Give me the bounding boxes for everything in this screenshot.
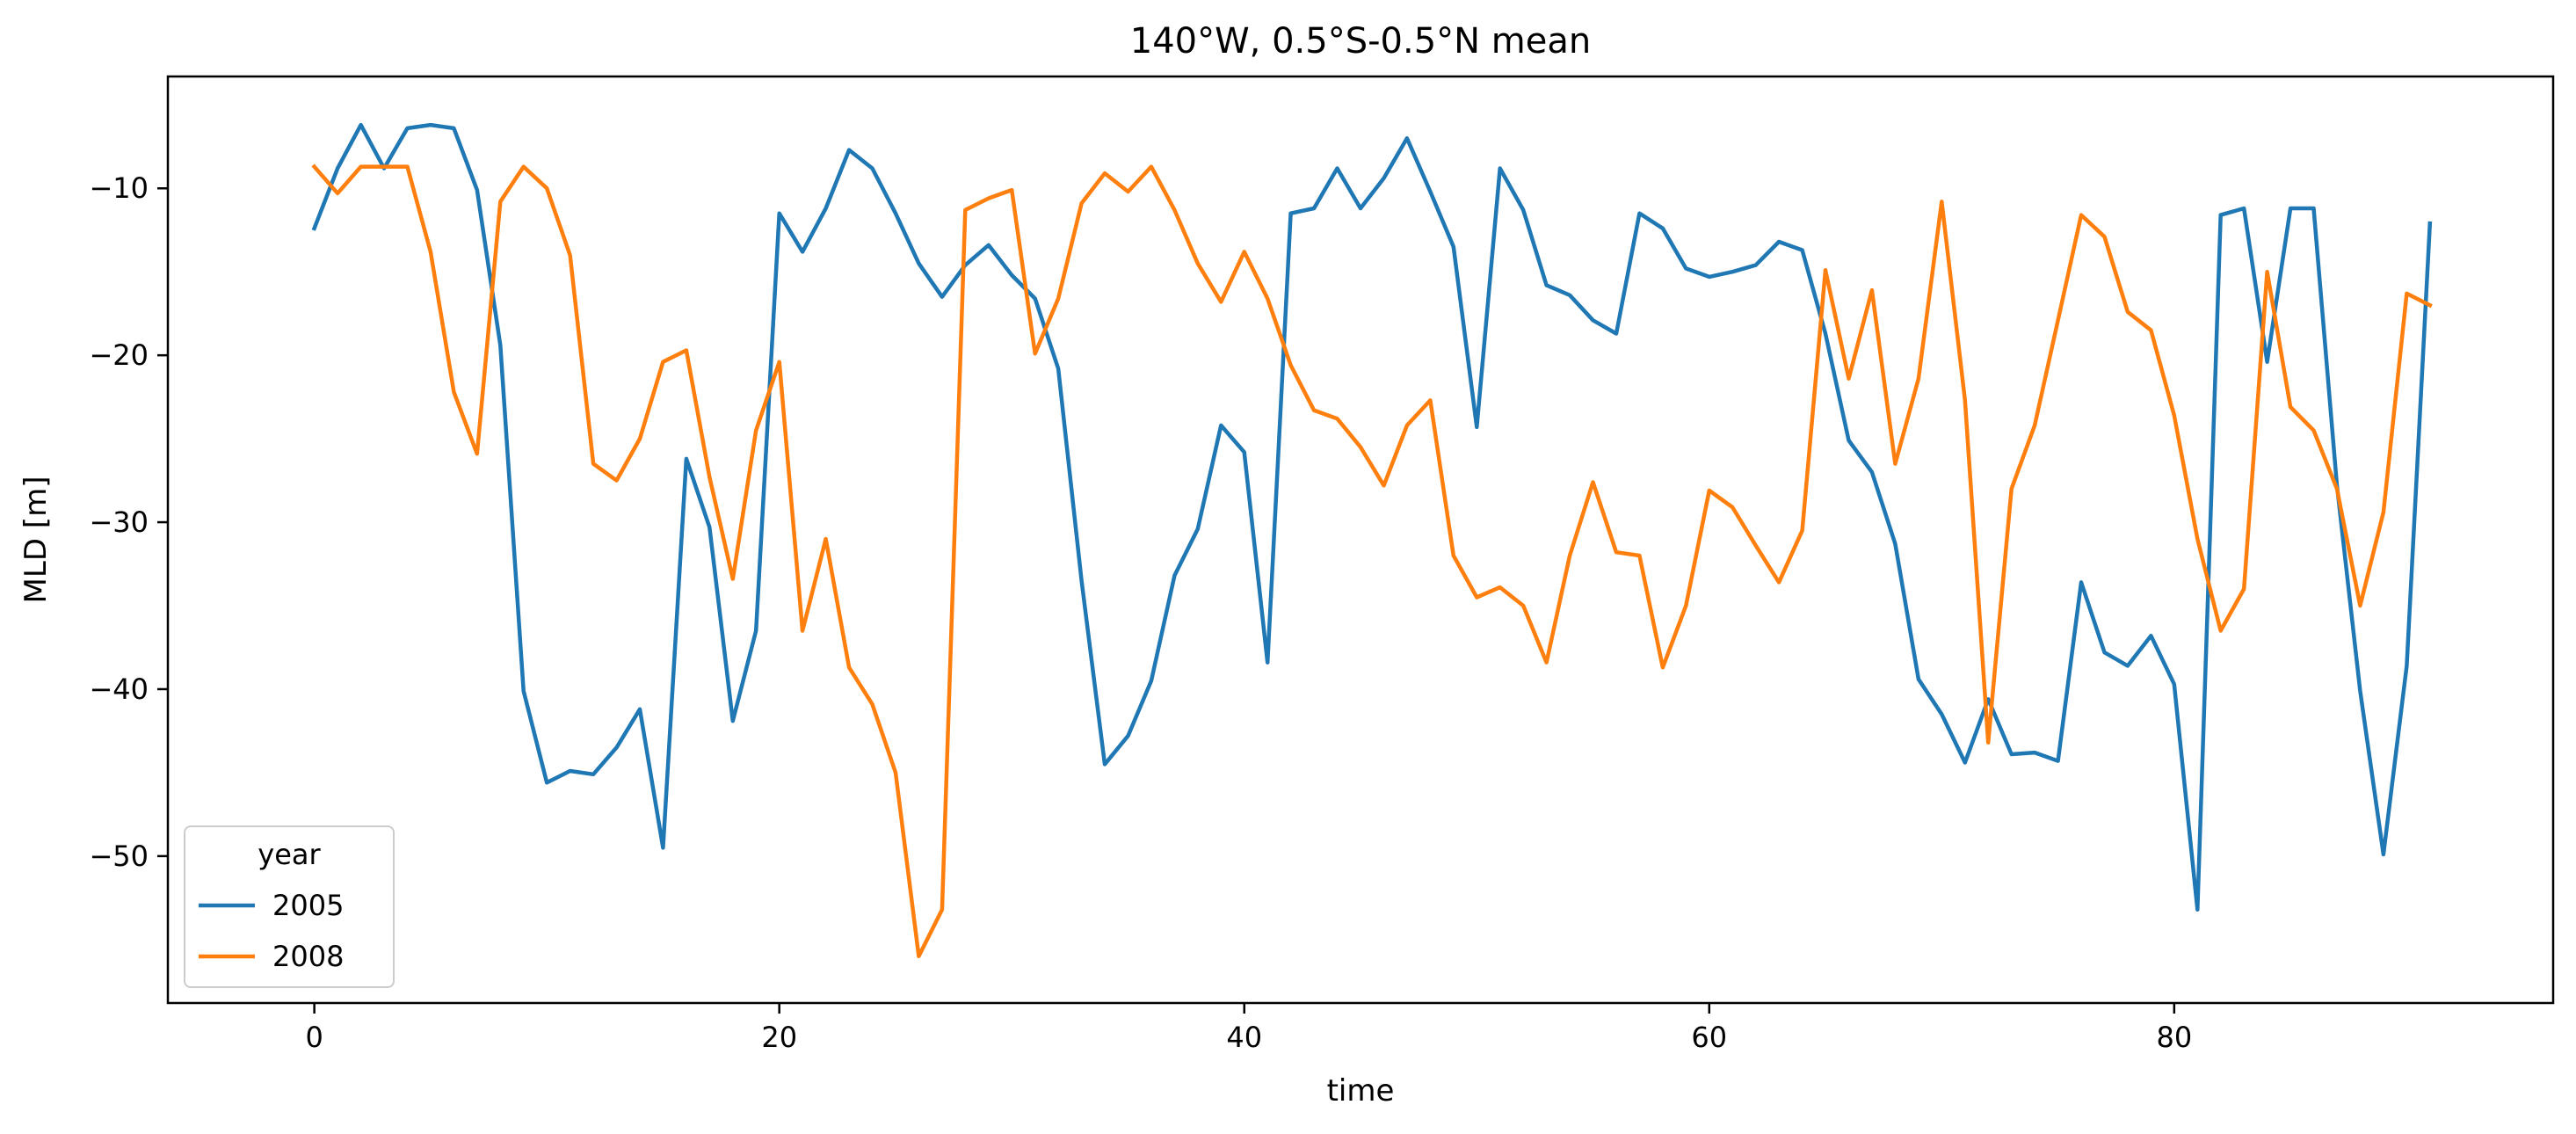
legend-label-2008: 2008 bbox=[272, 940, 344, 973]
y-axis: −10 −20 −30 −40 −50 bbox=[89, 171, 168, 873]
x-tick-label: 80 bbox=[2156, 1021, 2192, 1054]
series-line-2005 bbox=[311, 122, 2433, 912]
legend-title: year bbox=[258, 838, 321, 871]
chart-title: 140°W, 0.5°S-0.5°N mean bbox=[1130, 21, 1591, 62]
x-axis: 0 20 40 60 80 bbox=[305, 1003, 2192, 1054]
legend-box bbox=[184, 825, 395, 988]
series-layer bbox=[311, 122, 2433, 959]
y-axis-label: MLD [m] bbox=[18, 476, 54, 604]
y-tick-label: −50 bbox=[89, 840, 149, 873]
legend: year 2005 2008 bbox=[184, 825, 395, 988]
y-tick-label: −40 bbox=[89, 672, 149, 706]
y-tick-label: −20 bbox=[89, 338, 149, 372]
x-axis-label: time bbox=[1327, 1073, 1395, 1109]
x-tick-label: 20 bbox=[761, 1021, 797, 1054]
y-tick-label: −30 bbox=[89, 505, 149, 539]
x-tick-label: 60 bbox=[1691, 1021, 1727, 1054]
series-line-2008 bbox=[311, 164, 2433, 959]
plot-area-frame bbox=[166, 75, 2555, 1005]
legend-label-2005: 2005 bbox=[272, 889, 344, 922]
y-tick-label: −10 bbox=[89, 171, 149, 205]
x-tick-label: 40 bbox=[1226, 1021, 1262, 1054]
x-tick-label: 0 bbox=[305, 1021, 323, 1054]
